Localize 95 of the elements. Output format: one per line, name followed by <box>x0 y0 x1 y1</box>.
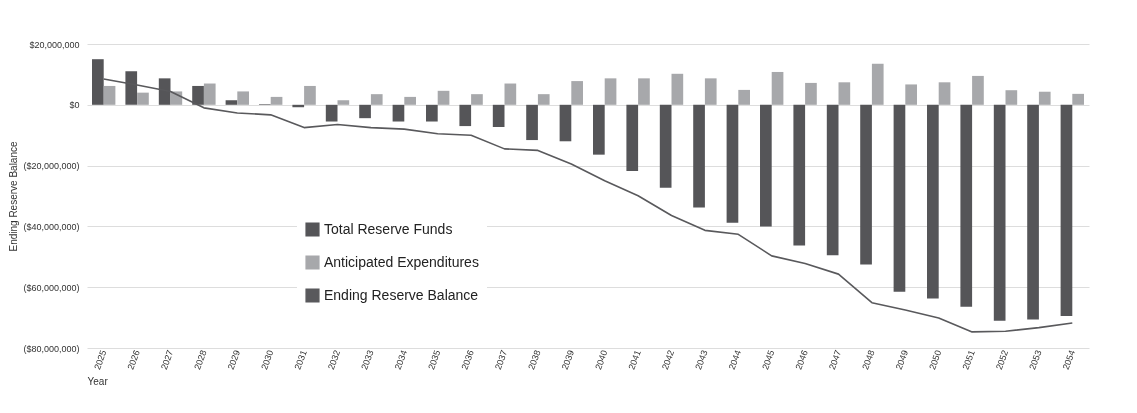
bar <box>370 94 383 105</box>
y-tick-label: ($40,000,000) <box>23 221 80 232</box>
bar <box>492 104 505 127</box>
bar <box>1005 90 1018 105</box>
bar <box>225 100 238 105</box>
bar <box>893 104 906 292</box>
x-axis-title: Year <box>87 376 109 388</box>
bar <box>392 104 405 122</box>
x-tick-label: 2030 <box>259 348 276 372</box>
x-tick-label: 2051 <box>960 348 977 372</box>
x-tick-label: 2045 <box>760 348 777 372</box>
bar <box>905 84 917 105</box>
bar <box>771 71 784 105</box>
bar <box>459 104 472 127</box>
x-tick-label: 2039 <box>559 348 576 372</box>
x-tick-label: 2025 <box>92 348 109 372</box>
y-tick-label: $0 <box>69 100 80 111</box>
x-tick-label: 2047 <box>826 348 844 372</box>
bar <box>704 78 717 105</box>
bar <box>993 104 1006 321</box>
bar <box>760 104 772 227</box>
bar <box>805 82 817 105</box>
bar <box>626 104 639 172</box>
bar <box>838 82 851 105</box>
bar <box>571 81 583 105</box>
legend-label: Anticipated Expenditures <box>324 253 479 270</box>
bar <box>960 104 973 307</box>
bar <box>137 92 149 105</box>
x-tick-label: 2027 <box>158 348 176 372</box>
y-tick-label: $20,000,000 <box>29 39 80 50</box>
bar <box>426 104 438 122</box>
y-tick-label: ($80,000,000) <box>23 343 80 354</box>
bar <box>404 96 416 105</box>
x-tick-label: 2042 <box>659 348 677 372</box>
bar <box>593 104 605 155</box>
bar <box>270 96 283 105</box>
bar <box>927 104 939 299</box>
bar <box>237 91 249 105</box>
y-tick-label: ($20,000,000) <box>23 161 80 172</box>
bar <box>938 82 951 105</box>
bar <box>738 89 750 105</box>
x-tick-label: 2032 <box>325 348 343 372</box>
bar <box>671 73 684 105</box>
x-tick-label: 2043 <box>693 348 710 372</box>
x-tick-label: 2046 <box>793 348 810 372</box>
legend-label: Ending Reserve Balance <box>324 286 479 303</box>
x-tick-label: 2036 <box>459 348 476 372</box>
bar <box>1038 91 1051 105</box>
bar <box>638 78 650 105</box>
bar <box>871 63 884 105</box>
bar <box>826 104 839 256</box>
x-tick-label: 2050 <box>927 348 944 372</box>
x-tick-label: 2037 <box>492 348 510 372</box>
legend-label: Total Reserve Funds <box>324 220 453 237</box>
x-tick-label: 2040 <box>593 348 610 372</box>
bar <box>325 104 338 122</box>
bar <box>537 94 550 105</box>
x-tick-label: 2044 <box>726 348 743 372</box>
bar <box>793 104 806 246</box>
y-axis-title: Ending Reserve Balance <box>8 141 20 252</box>
x-tick-label: 2053 <box>1027 348 1044 372</box>
bar <box>471 94 483 105</box>
x-tick-label: 2034 <box>392 348 409 372</box>
x-tick-label: 2038 <box>526 348 543 372</box>
bar <box>972 75 984 105</box>
x-tick-label: 2052 <box>993 348 1011 372</box>
bar <box>304 85 316 105</box>
x-tick-label: 2026 <box>125 348 142 372</box>
bar <box>437 90 450 105</box>
bar <box>337 100 350 105</box>
bar <box>559 104 572 142</box>
bar <box>693 104 705 208</box>
x-tick-label: 2031 <box>292 348 309 372</box>
x-tick-label: 2033 <box>359 348 376 372</box>
bar <box>103 85 116 105</box>
x-tick-label: 2028 <box>192 348 209 372</box>
x-tick-label: 2041 <box>626 348 643 372</box>
y-tick-label: ($60,000,000) <box>23 282 80 293</box>
bar <box>604 78 617 105</box>
bar <box>203 83 216 105</box>
bar <box>359 104 371 119</box>
bar <box>504 83 517 105</box>
bar <box>1072 93 1084 105</box>
bar <box>526 104 538 141</box>
x-tick-label: 2029 <box>225 348 242 372</box>
x-tick-label: 2049 <box>893 348 910 372</box>
bar <box>1027 104 1039 320</box>
bar <box>192 85 204 105</box>
bar <box>1060 104 1073 317</box>
x-tick-label: 2048 <box>860 348 877 372</box>
bar <box>726 104 739 223</box>
bar <box>860 104 872 265</box>
x-tick-label: 2035 <box>426 348 443 372</box>
bar <box>659 104 672 188</box>
x-tick-label: 2054 <box>1060 348 1077 372</box>
